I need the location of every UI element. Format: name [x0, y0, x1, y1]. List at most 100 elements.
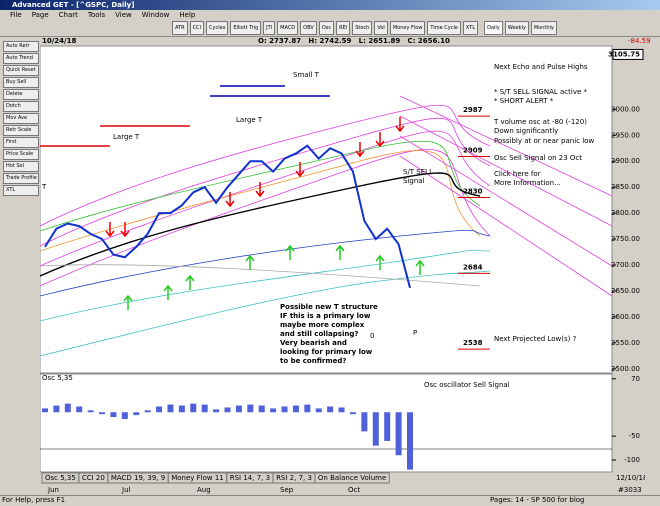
osc-bar: [327, 406, 334, 413]
side-tool[interactable]: Buy Sell: [3, 77, 39, 88]
page-no: #3033: [618, 486, 642, 494]
toolbar-button[interactable]: Stoch: [352, 21, 373, 35]
menu-item[interactable]: File: [10, 11, 22, 19]
buy-arrow: [285, 244, 295, 260]
osc-bar: [361, 412, 368, 432]
sell-arrow: [375, 132, 385, 148]
menu-item[interactable]: Chart: [58, 11, 78, 19]
side-tool[interactable]: Auto Trend: [3, 53, 39, 64]
side-tool[interactable]: Price Scale: [3, 149, 39, 160]
side-tool[interactable]: Hot Sel: [3, 161, 39, 172]
sell-arrow: [355, 142, 365, 158]
toolbar-button[interactable]: Cycles: [206, 21, 229, 35]
osc-tick-label: -100: [624, 456, 640, 464]
buy-arrow: [375, 254, 385, 270]
toolbar-button[interactable]: XTL: [462, 21, 479, 35]
osc-bar: [407, 412, 413, 470]
right-toolbar: [645, 40, 660, 480]
tab[interactable]: On Balance Volume: [318, 474, 386, 482]
timeframe-button[interactable]: Daily: [484, 21, 503, 35]
status-left: For Help, press F1: [2, 496, 66, 504]
sell-arrow: [395, 117, 405, 133]
osc-bar: [201, 404, 208, 413]
status-bar: [0, 495, 660, 506]
sell-arrow: [295, 162, 305, 178]
menu-item[interactable]: View: [115, 11, 132, 19]
side-tool[interactable]: Mov Ave: [3, 113, 39, 124]
menu-item[interactable]: Window: [141, 11, 170, 19]
y-tick-label: 2700.00: [611, 261, 640, 269]
osc-bar: [156, 406, 163, 413]
buy-arrow: [335, 244, 345, 260]
osc-bar: [99, 412, 106, 415]
tab[interactable]: RSI 2, 7, 3: [276, 474, 312, 482]
end-date: 12/10/18: [616, 474, 645, 482]
tab[interactable]: Money Flow 11: [171, 474, 224, 482]
osc-bar: [292, 405, 299, 413]
toolbar-button[interactable]: ATR: [172, 21, 188, 35]
timeframe-button[interactable]: Monthly: [530, 21, 557, 35]
toolbar-button[interactable]: Time Cycle: [427, 21, 461, 35]
tab[interactable]: Osc 5,35: [45, 474, 76, 482]
menu-item[interactable]: Page: [31, 11, 49, 19]
buy-arrow: [163, 284, 173, 300]
osc-bar: [213, 409, 220, 413]
annotation: Next Projected Low(s) ?: [494, 335, 577, 343]
osc-tick-label: 70: [631, 375, 640, 383]
toolbar-button[interactable]: REI: [336, 21, 351, 35]
side-tool[interactable]: Trade Profile: [3, 173, 39, 184]
annotation: S/T SELL: [403, 168, 433, 176]
y-tick-label: 2750.00: [611, 235, 640, 243]
y-tick-label: 2950.00: [611, 131, 640, 139]
level-label: 2538: [463, 339, 483, 347]
toolbar: ATR CCI Cycles Elliott Trig JTI MACD OBV Osc REI…: [0, 20, 660, 37]
quote-change: -84.59: [628, 37, 651, 45]
annotation: Click here for: [494, 170, 541, 178]
sell-arrow: [105, 222, 115, 238]
tab[interactable]: CCI 20: [82, 474, 105, 482]
annotation: looking for primary low: [280, 348, 373, 356]
osc-pane: [40, 373, 613, 473]
tab[interactable]: RSI 14, 7, 3: [230, 474, 270, 482]
osc-bar: [64, 403, 71, 413]
y-tick-label: 3000.00: [611, 105, 640, 113]
y-tick-label: 2650.00: [611, 287, 640, 295]
osc-bar: [87, 410, 94, 413]
side-tool[interactable]: Delete: [3, 89, 39, 100]
tab[interactable]: MACD 19, 39, 9: [111, 474, 165, 482]
osc-bar: [133, 412, 140, 416]
side-tool[interactable]: XTL: [3, 185, 39, 196]
month-label: Sep: [280, 486, 294, 494]
menu-item[interactable]: Tools: [87, 11, 106, 19]
annotation: P: [413, 329, 417, 337]
osc-bar: [42, 408, 48, 413]
osc-label: Osc 5,35: [42, 374, 73, 382]
buy-arrow: [415, 259, 425, 275]
annotation: IF this is a primary low: [280, 312, 371, 320]
osc-bar: [247, 404, 254, 413]
osc-tick-label: -50: [629, 432, 640, 440]
timeframe-button[interactable]: Weekly: [504, 21, 529, 35]
toolbar-button[interactable]: MACD: [277, 21, 299, 35]
toolbar-button[interactable]: JTI: [263, 21, 276, 35]
y-tick-label: 2800.00: [611, 209, 640, 217]
toolbar-button[interactable]: CCI: [189, 21, 205, 35]
toolbar-button[interactable]: Vol: [374, 21, 388, 35]
level-label: 2830: [463, 188, 483, 196]
side-tool[interactable]: Auto Retr: [3, 41, 39, 52]
toolbar-button[interactable]: Osc: [318, 21, 335, 35]
sell-arrow: [120, 222, 130, 238]
side-tool[interactable]: Quick Reset: [3, 65, 39, 76]
osc-bar: [338, 407, 345, 413]
side-tool[interactable]: Dotch: [3, 101, 39, 112]
osc-bar: [235, 405, 242, 413]
side-tool[interactable]: Retr Scale: [3, 125, 39, 136]
side-tool[interactable]: First: [3, 137, 39, 148]
menu-item[interactable]: Help: [179, 11, 196, 19]
osc-bar: [224, 407, 231, 413]
quote-date: 10/24/18: [42, 37, 77, 45]
toolbar-button[interactable]: OBV: [300, 21, 317, 35]
toolbar-button[interactable]: Elliott Trig: [230, 21, 262, 35]
buy-arrow: [245, 254, 255, 270]
toolbar-button[interactable]: Money Flow: [389, 21, 426, 35]
